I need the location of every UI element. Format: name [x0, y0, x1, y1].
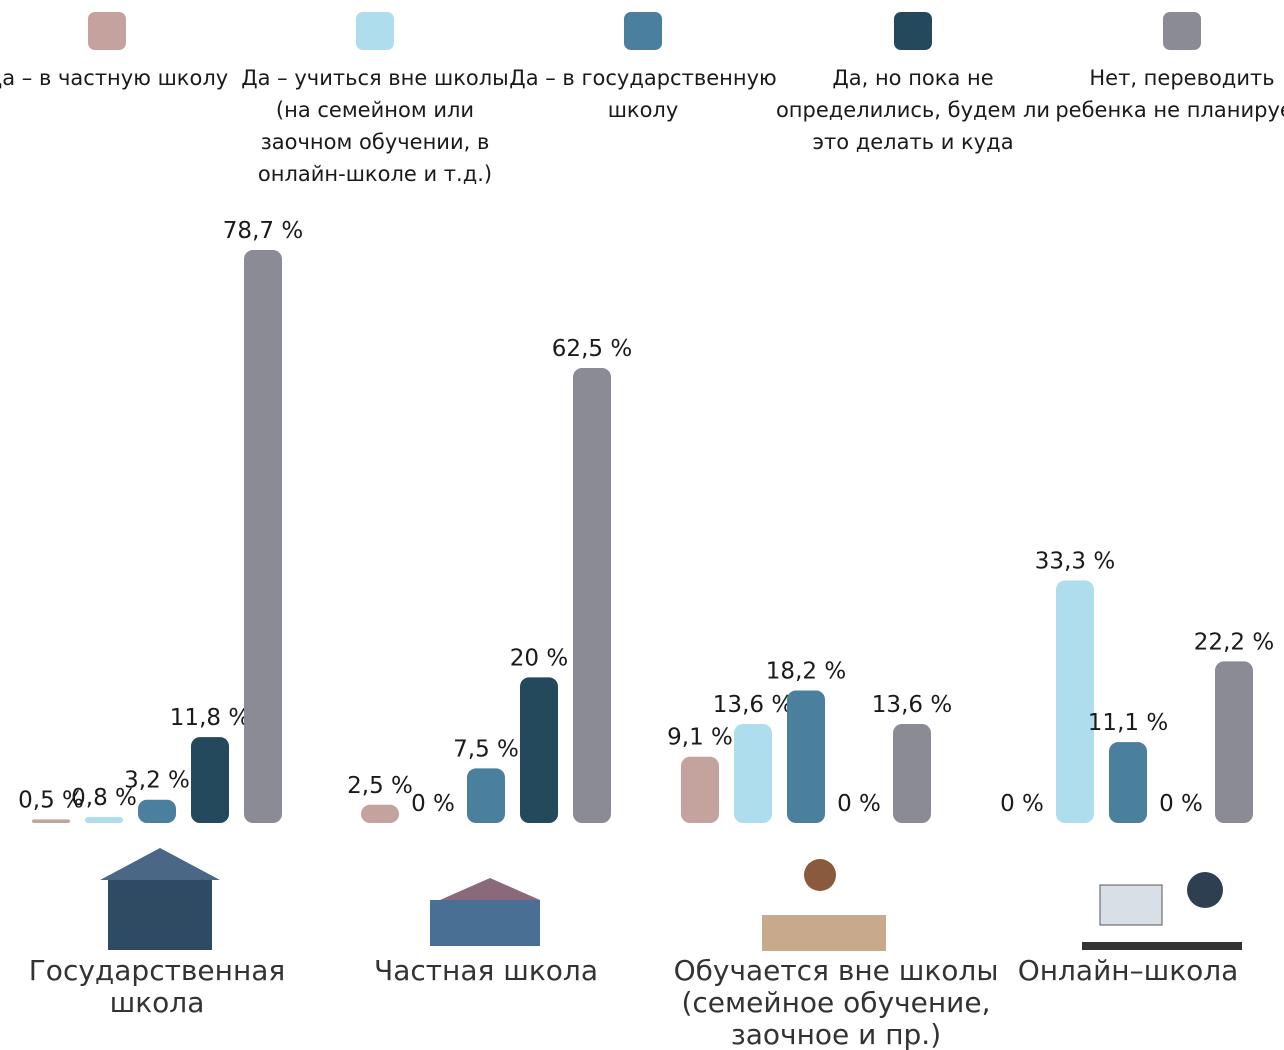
- icon-online-monitor: [1099, 884, 1163, 926]
- icon-online-person: [1187, 872, 1223, 908]
- category-label: Государственная школа: [28, 954, 286, 1019]
- bar: [85, 817, 123, 823]
- bar: [893, 723, 931, 823]
- icon-home-desk: [762, 915, 886, 951]
- value-label: 0 %: [411, 791, 455, 817]
- bar: [787, 690, 825, 823]
- bar: [520, 677, 558, 823]
- value-label: 0 %: [837, 791, 881, 817]
- legend-swatch: [88, 12, 126, 50]
- bar: [1109, 742, 1147, 823]
- value-label: 11,1 %: [1088, 710, 1168, 736]
- bar: [191, 737, 229, 823]
- icon-home-person: [804, 859, 836, 891]
- bar: [1056, 580, 1094, 823]
- bar: [244, 250, 282, 823]
- bar: [573, 367, 611, 823]
- value-label: 0,8 %: [71, 785, 137, 811]
- legend-label: Да – в частную школу: [0, 66, 229, 90]
- value-label: 0 %: [1000, 791, 1044, 817]
- legend-swatch: [894, 12, 932, 50]
- category-label: Обучается вне школы (семейное обучение, …: [673, 954, 999, 1050]
- icon-state-school: [108, 880, 212, 950]
- bar: [1215, 661, 1253, 823]
- value-label: 22,2 %: [1194, 629, 1274, 655]
- value-label: 33,3 %: [1035, 549, 1115, 575]
- legend-label: Нет, переводить ребенка не планируем: [1055, 66, 1284, 122]
- legend-label: Да – в государствен­ную школу: [509, 66, 777, 122]
- value-label: 2,5 %: [347, 773, 413, 799]
- bar: [734, 723, 772, 823]
- legend-swatch: [1163, 12, 1201, 50]
- value-label: 11,8 %: [170, 705, 250, 731]
- category-label: Частная школа: [374, 954, 598, 987]
- legend-label: Да – учиться вне школы (на семейном или …: [241, 66, 509, 186]
- icon-private-school: [430, 900, 540, 946]
- category-label: Онлайн–школа: [1017, 954, 1239, 987]
- value-label: 62,5 %: [552, 336, 632, 362]
- value-label: 18,2 %: [766, 658, 846, 684]
- legend-swatch: [624, 12, 662, 50]
- bar: [681, 756, 719, 823]
- value-label: 9,1 %: [667, 725, 733, 751]
- value-label: 78,7 %: [223, 218, 303, 244]
- legend-swatch: [356, 12, 394, 50]
- value-label: 20 %: [510, 645, 568, 671]
- bar: [361, 804, 399, 823]
- value-label: 0 %: [1159, 791, 1203, 817]
- value-label: 0,5 %: [18, 787, 84, 813]
- bar: [32, 819, 70, 823]
- icon-private-roof: [440, 878, 540, 900]
- bar: [138, 799, 176, 823]
- value-label: 3,2 %: [124, 768, 190, 794]
- value-label: 13,6 %: [872, 692, 952, 718]
- legend-label: Да, но пока не определились, будем ли эт…: [775, 66, 1051, 154]
- icon-state-roof: [100, 848, 220, 880]
- value-label: 13,6 %: [713, 692, 793, 718]
- bar: [467, 768, 505, 823]
- icons: [100, 848, 1242, 951]
- value-label: 7,5 %: [453, 736, 519, 762]
- icon-online-desk: [1082, 942, 1242, 950]
